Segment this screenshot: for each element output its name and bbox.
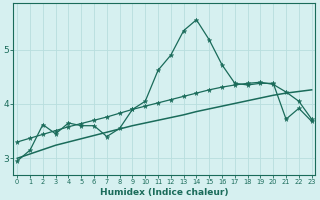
- X-axis label: Humidex (Indice chaleur): Humidex (Indice chaleur): [100, 188, 229, 197]
